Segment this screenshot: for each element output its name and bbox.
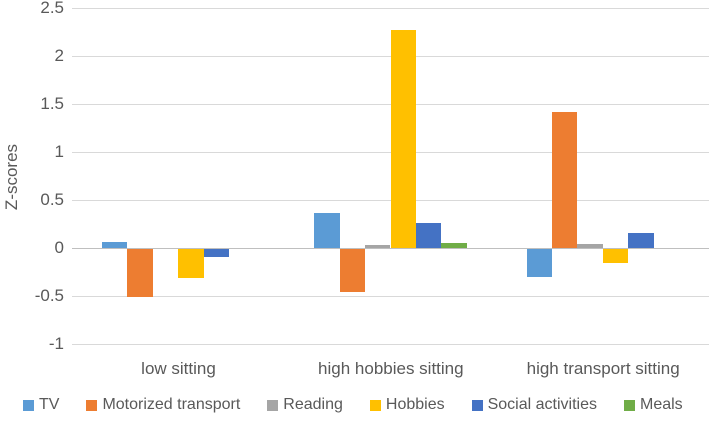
y-tick-label: 1.5 — [40, 94, 64, 113]
legend-label: TV — [39, 396, 60, 413]
bar-high-hobbies-sitting-tv — [314, 213, 340, 248]
gridline — [72, 295, 709, 297]
bar-low-sitting-motorized-transport — [127, 248, 153, 297]
legend-label: Hobbies — [385, 396, 445, 413]
bar-high-hobbies-sitting-hobbies — [390, 30, 416, 248]
bar-high-transport-sitting-tv — [526, 248, 553, 277]
legend-swatch-icon — [623, 399, 635, 411]
bar-high-hobbies-sitting-reading — [365, 245, 391, 248]
bar-high-transport-sitting-hobbies — [602, 248, 629, 264]
bar-high-hobbies-sitting-motorized-transport — [339, 248, 366, 293]
bar-high-transport-sitting-meals — [653, 248, 679, 249]
legend-swatch-icon — [471, 399, 483, 411]
legend-swatch-icon — [267, 399, 279, 411]
y-axis-title: Z-scores — [2, 143, 21, 211]
legend-item-motorized-transport: Motorized transport — [86, 396, 240, 414]
gridline — [72, 343, 709, 345]
legend-swatch-icon — [86, 399, 98, 411]
bar-high-hobbies-sitting-social-activities — [415, 223, 442, 248]
gridline — [72, 7, 709, 9]
legend-item-social-activities: Social activities — [471, 396, 597, 414]
legend-label: Social activities — [487, 396, 597, 413]
legend-item-reading: Reading — [267, 396, 343, 414]
bar-high-transport-sitting-reading — [577, 244, 603, 248]
bar-low-sitting-tv — [102, 242, 128, 248]
y-tick-label: 0.5 — [40, 190, 64, 209]
y-tick-label: 2 — [54, 46, 64, 65]
y-tick-label: -0.5 — [34, 286, 64, 305]
bar-low-sitting-hobbies — [178, 248, 204, 278]
bar-low-sitting-social-activities — [203, 248, 229, 257]
x-category-label-high-transport-sitting: high transport sitting — [526, 359, 680, 378]
legend: TV Motorized transport Reading Hobbies Socia… — [0, 391, 709, 419]
legend-item-meals: Meals — [623, 396, 683, 414]
bar-low-sitting-reading — [152, 248, 179, 249]
x-category-label-high-hobbies-sitting: high hobbies sitting — [318, 359, 464, 378]
y-tick-label: 1 — [54, 142, 64, 161]
bar-high-transport-sitting-motorized-transport — [552, 111, 578, 248]
y-tick-label: 2.5 — [40, 0, 64, 17]
y-tick-label: 0 — [54, 238, 64, 257]
legend-swatch-icon — [369, 399, 381, 411]
legend-item-tv: TV — [23, 396, 59, 414]
bar-high-transport-sitting-social-activities — [628, 232, 654, 248]
zero-axis-line — [72, 247, 709, 249]
bar-low-sitting-meals — [228, 248, 255, 249]
x-category-label-low-sitting: low sitting — [141, 359, 216, 378]
bar-high-hobbies-sitting-meals — [441, 243, 467, 248]
legend-item-hobbies: Hobbies — [369, 396, 445, 414]
legend-swatch-icon — [23, 399, 34, 411]
legend-label: Reading — [283, 396, 343, 413]
legend-label: Meals — [639, 396, 683, 413]
legend-label: Motorized transport — [102, 396, 241, 413]
y-tick-label: -1 — [48, 334, 64, 353]
